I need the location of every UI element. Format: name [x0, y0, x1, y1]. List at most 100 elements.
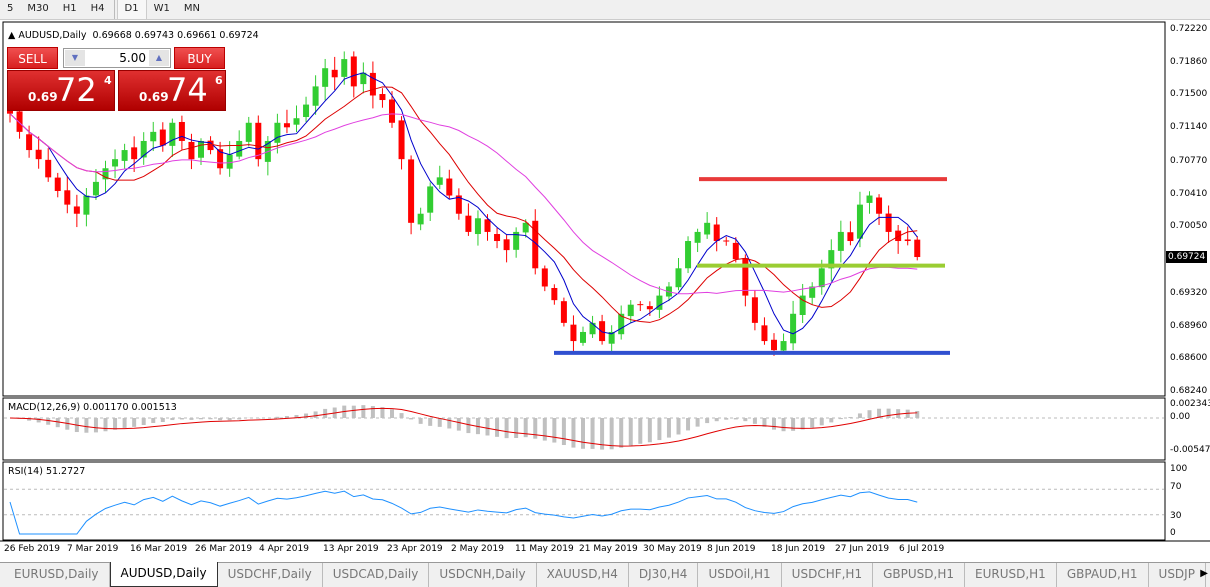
macd-histogram-bar [46, 418, 51, 425]
chart-tab[interactable]: AUDUSD,Daily [109, 562, 218, 587]
macd-histogram-bar [676, 418, 681, 435]
bull-candle [790, 313, 797, 344]
macd-histogram-bar [857, 413, 862, 418]
rsi-frame [2, 461, 1166, 541]
chart-tab[interactable]: DJ30,H4 [629, 563, 699, 587]
bear-candle [847, 232, 854, 242]
chart-tab[interactable]: USDCHF,H1 [782, 563, 874, 587]
timeframe-w1[interactable]: W1 [153, 3, 170, 14]
bull-candle [322, 68, 329, 87]
bear-candle [217, 149, 224, 169]
date-label: 2 May 2019 [451, 544, 504, 554]
buy-price[interactable]: 0.69 74 6 [118, 70, 226, 111]
chart-tab[interactable]: XAUUSD,H4 [537, 563, 629, 587]
chart-tab[interactable]: EURUSD,Daily [4, 563, 110, 587]
macd-histogram-bar [284, 416, 289, 418]
macd-histogram-bar [390, 409, 394, 418]
macd-histogram-bar [160, 418, 165, 423]
timeframe-mn[interactable]: MN [183, 3, 200, 14]
macd-histogram-bar [552, 418, 557, 443]
macd-histogram-bar [800, 418, 805, 430]
sell-price[interactable]: 0.69 72 4 [7, 70, 115, 111]
timeframe-5[interactable]: 5 [7, 3, 14, 14]
macd-histogram-bar [428, 418, 433, 426]
macd-histogram-bar [829, 418, 834, 423]
sell-button[interactable]: SELL [7, 47, 58, 69]
price-axis-label: 0.71860 [1170, 56, 1208, 67]
macd-histogram-bar [437, 418, 442, 427]
bear-candle [350, 56, 357, 87]
macd-histogram-bar [227, 418, 232, 421]
bull-candle [274, 122, 281, 143]
macd-label: MACD(12,26,9) 0.001170 0.001513 [8, 402, 177, 413]
macd-histogram-bar [772, 418, 776, 430]
macd-histogram-bar [686, 418, 691, 431]
chart-tab[interactable]: USDCHF,Daily [218, 563, 323, 587]
chart-tab[interactable]: EURUSD,H1 [965, 563, 1057, 587]
timeframe-h4[interactable]: H4 [90, 3, 105, 14]
bull-candle [780, 341, 787, 351]
scroll-right-icon[interactable]: ▶ [1200, 568, 1208, 579]
timeframe-h1[interactable]: H1 [62, 3, 77, 14]
chart-tab[interactable]: USDJP [1149, 563, 1206, 587]
macd-histogram-bar [542, 418, 547, 441]
buy-button[interactable]: BUY [174, 47, 225, 69]
macd-histogram-bar [275, 416, 280, 418]
chart-tab[interactable]: USDOil,H1 [698, 563, 782, 587]
date-label: 13 Apr 2019 [323, 544, 379, 554]
macd-histogram-bar [504, 418, 509, 439]
bear-candle [26, 134, 33, 151]
increase-arrow-icon[interactable]: ▲ [149, 50, 169, 66]
sell-price-prefix: 0.69 [28, 90, 58, 104]
bear-candle [723, 240, 730, 242]
macd-histogram-bar [456, 418, 461, 431]
bear-candle [541, 268, 548, 287]
macd-histogram-bar [752, 418, 757, 424]
timeframe-d1[interactable]: D1 [116, 0, 147, 19]
bear-candle [484, 219, 491, 232]
date-label: 6 Jul 2019 [899, 544, 945, 554]
price-axis-label: 0.68240 [1170, 386, 1208, 396]
macd-histogram-bar [533, 418, 538, 439]
bull-candle [627, 304, 634, 317]
macd-histogram-bar [370, 406, 375, 418]
rsi-axis-label: 100 [1170, 464, 1188, 474]
chart-canvas[interactable] [0, 0, 1210, 562]
chart-tabs: EURUSD,Daily AUDUSD,Daily USDCHF,Daily USDC… [0, 562, 1210, 587]
quantity-field[interactable]: ▼ 5.00 ▲ [63, 48, 171, 68]
bear-candle [45, 159, 52, 178]
timeframe-m30[interactable]: M30 [27, 3, 49, 14]
buy-price-big: 74 [167, 71, 208, 109]
quantity-value[interactable]: 5.00 [119, 51, 146, 65]
macd-histogram-bar [304, 413, 309, 418]
bear-candle [54, 177, 61, 191]
macd-histogram-bar [581, 418, 585, 449]
price-axis-label: 0.68600 [1170, 353, 1208, 364]
bull-candle [837, 231, 844, 251]
main-chart-frame [2, 21, 1166, 397]
decrease-arrow-icon[interactable]: ▼ [65, 50, 85, 66]
bull-candle [112, 159, 119, 167]
bear-candle [398, 120, 405, 160]
chart-tab[interactable]: USDCNH,Daily [429, 563, 537, 587]
chart-tab[interactable]: GBPAUD,H1 [1057, 563, 1149, 587]
bull-candle [303, 104, 310, 118]
bull-candle [360, 72, 367, 85]
macd-histogram-bar [877, 408, 882, 418]
macd-histogram-bar [705, 418, 710, 424]
bull-candle [522, 222, 529, 233]
macd-histogram-bar [523, 418, 528, 438]
macd-histogram-bar [218, 418, 223, 421]
chart-tab[interactable]: GBPUSD,H1 [873, 563, 965, 587]
chart-tab[interactable]: USDCAD,Daily [323, 563, 430, 587]
macd-histogram-bar [762, 418, 767, 427]
bull-candle [293, 118, 300, 125]
price-axis-label: 0.69320 [1170, 287, 1208, 298]
bear-candle [751, 297, 758, 323]
macd-histogram-bar [848, 416, 853, 418]
one-click-trading-panel: SELL ▼ 5.00 ▲ BUY 0.69 72 4 0.69 74 6 [7, 47, 227, 111]
macd-histogram-bar [733, 418, 738, 420]
macd-histogram-bar [666, 418, 671, 438]
macd-histogram-bar [113, 418, 118, 430]
bull-candle [675, 268, 682, 288]
